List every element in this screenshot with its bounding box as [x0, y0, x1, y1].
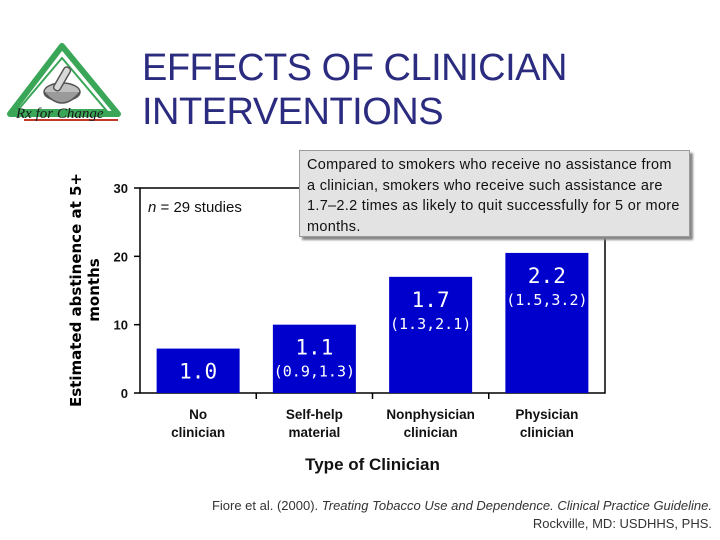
- x-axis-title: Type of Clinician: [305, 455, 440, 474]
- y-tick-label: 10: [114, 318, 128, 333]
- citation-line-1: Fiore et al. (2000). Treating Tobacco Us…: [112, 497, 712, 515]
- value-label-1: 1.0: [179, 360, 217, 384]
- category-label-1: No clinician: [171, 407, 225, 440]
- citation: Fiore et al. (2000). Treating Tobacco Us…: [112, 497, 712, 533]
- bar-2: [272, 324, 356, 393]
- callout-box: Compared to smokers who receive no assis…: [299, 150, 690, 237]
- value-label-4: 2.2: [528, 264, 566, 288]
- y-tick-label: 20: [114, 249, 128, 264]
- title-line-1: EFFECTS OF CLINICIAN: [142, 47, 567, 89]
- y-tick-label: 0: [121, 386, 128, 401]
- category-label-4: Physician clinician: [515, 407, 578, 440]
- ci-label-2: (0.9,1.3): [274, 363, 355, 381]
- n-studies-annotation: n = 29 studies: [148, 199, 242, 216]
- ci-label-4: (1.5,3.2): [506, 291, 587, 309]
- category-label-2: Self-help material: [286, 407, 343, 440]
- value-label-2: 1.1: [295, 336, 333, 360]
- bar-1: [156, 348, 240, 393]
- citation-book: Treating Tobacco Use and Dependence. Cli…: [321, 498, 712, 513]
- rx-for-change-logo: Rx for Change: [6, 40, 138, 132]
- logo-text: Rx for Change: [16, 106, 104, 122]
- citation-publisher: Rockville, MD: USDHHS, PHS.: [532, 516, 712, 531]
- mortar-pestle-icon: [7, 43, 121, 121]
- y-tick-label: 30: [114, 181, 128, 196]
- value-label-3: 1.7: [412, 288, 450, 312]
- title-line-2: INTERVENTIONS: [142, 91, 444, 133]
- bar-3: [389, 276, 473, 393]
- category-label-3: Nonphysician clinician: [386, 407, 475, 440]
- citation-authors: Fiore et al. (2000).: [211, 498, 322, 513]
- slide-title: EFFECTS OF CLINICIAN INTERVENTIONS: [142, 46, 702, 134]
- bar-4: [505, 252, 589, 393]
- ci-label-3: (1.3,2.1): [390, 315, 471, 333]
